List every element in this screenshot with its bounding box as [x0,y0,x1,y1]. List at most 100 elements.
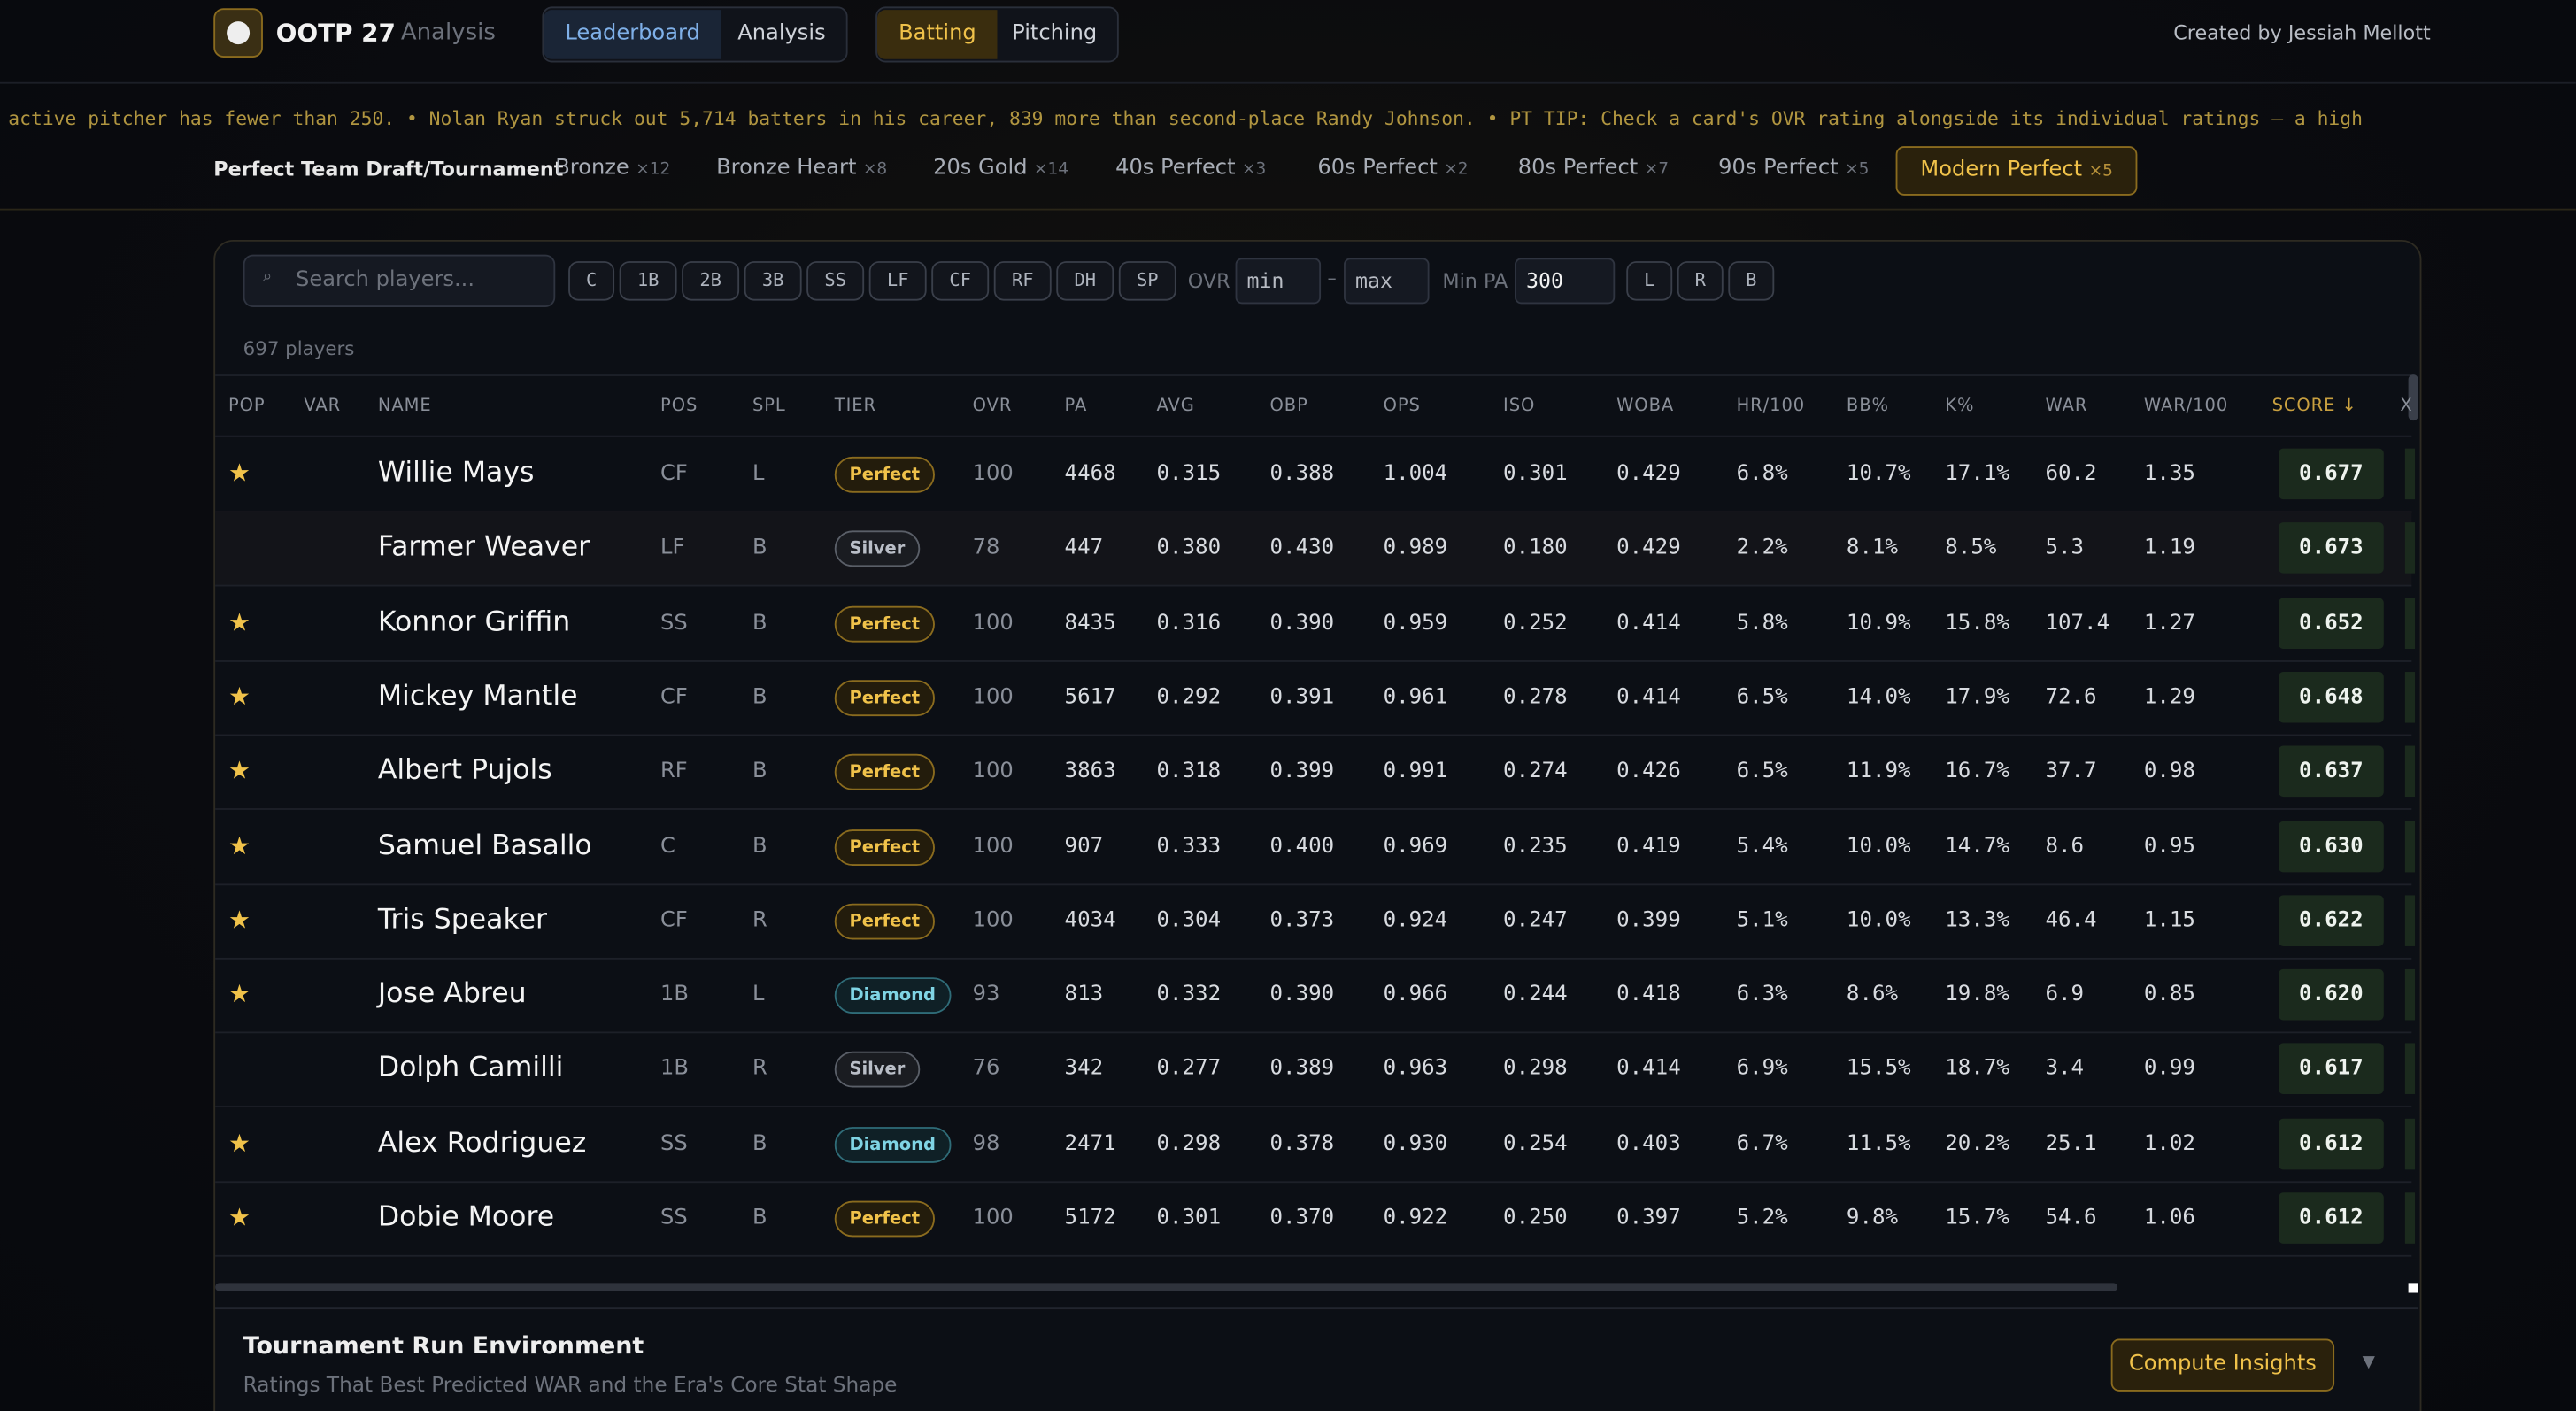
column-header[interactable]: ISO [1503,396,1536,416]
h-scrollbar[interactable] [215,1283,2118,1291]
column-header[interactable]: OBP [1269,396,1308,416]
stat-cell: 1.29 [2143,684,2195,710]
position-filter[interactable]: C [568,261,615,301]
search-box[interactable]: ⌕ Search players... [243,254,556,308]
stat-cell: 0.390 [1269,610,1335,636]
column-header[interactable]: POS [660,396,698,416]
column-header[interactable]: SCORE ↓ [2271,396,2357,416]
stat-cell: 0.418 [1616,982,1681,1007]
position-filter[interactable]: 2B [682,261,740,301]
position-filter[interactable]: SS [806,261,865,301]
stat-cell: B [752,536,767,561]
hand-filter[interactable]: R [1677,261,1724,301]
tier-tab[interactable]: 20s Gold ×14 [933,146,1068,192]
column-header[interactable]: HR/100 [1736,396,1806,416]
tier-tab[interactable]: Bronze Heart ×8 [716,146,887,192]
column-header[interactable]: WOBA [1616,396,1675,416]
stat-cell: 1.35 [2143,461,2195,487]
tier-badge: Silver [834,530,921,567]
collapse-icon[interactable]: ▼ [2362,1353,2375,1372]
column-header[interactable]: K% [1945,396,1975,416]
input[interactable]: min [1235,258,1322,305]
column-header[interactable]: NAME [377,396,432,416]
player-row[interactable]: Farmer Weaver LF B Silver 78 447 0.380 0.430 0.9… [215,511,2416,588]
position-filter[interactable]: 3B [744,261,802,301]
tier-tab[interactable]: 40s Perfect ×3 [1115,146,1266,192]
position-filter[interactable]: SP [1118,261,1176,301]
tier-tab[interactable]: Modern Perfect ×5 [1895,146,2138,196]
input[interactable]: max [1344,258,1430,305]
stat-cell: 37.7 [2045,759,2097,784]
divider [215,1307,2418,1310]
column-header[interactable]: WAR/100 [2143,396,2229,416]
position-filter[interactable]: LF [868,261,927,301]
nav-tab[interactable]: Leaderboard [544,10,721,59]
tier-tab[interactable]: Bronze ×12 [555,146,670,192]
player-row[interactable]: ★ Samuel Basallo C B Perfect 100 907 0.333 0.400… [215,809,2416,885]
stat-cell: 1.02 [2143,1131,2195,1156]
input[interactable]: 300 [1515,258,1616,305]
compute-button[interactable]: Compute Insights [2110,1338,2335,1392]
nav-tab[interactable]: Analysis [737,21,826,46]
table-fade [215,1258,2418,1308]
player-row[interactable]: ★ Alex Rodriguez SS B Diamond 98 2471 0.298 0.37… [215,1106,2416,1183]
position-filter[interactable]: CF [931,261,990,301]
tab-name: Bronze [555,156,629,181]
tab-name: 80s Perfect [1517,156,1639,181]
hand-filter[interactable]: L [1626,261,1673,301]
stat-cell: 0.274 [1503,759,1568,784]
column-header[interactable]: OPS [1383,396,1421,416]
stat-cell: 6.3% [1736,982,1788,1007]
tier-tab[interactable]: 90s Perfect ×5 [1718,146,1869,192]
score-badge: 0.630 [2278,820,2384,872]
player-row[interactable]: Dolph Camilli 1B R Silver 76 342 0.277 0.389 0.9… [215,1032,2416,1108]
column-header[interactable]: SPL [752,396,786,416]
column-header[interactable]: OVR [972,396,1013,416]
player-row[interactable]: ★ Mickey Mantle CF B Perfect 100 5617 0.292 0.39… [215,660,2416,736]
stat-cell: 0.180 [1503,536,1568,561]
popular-star: ★ [228,458,251,489]
column-header[interactable]: VAR [304,396,342,416]
player-row[interactable]: ★ Konnor Griffin SS B Perfect 100 8435 0.316 0.3… [215,586,2416,662]
position-filter[interactable]: RF [993,261,1052,301]
score-badge: 0.673 [2278,522,2384,574]
player-name: Jose Abreu [377,977,527,1011]
popular-star: ★ [228,830,251,860]
player-name: Willie Mays [377,456,535,490]
stat-cell: 907 [1064,833,1104,859]
hand-filter[interactable]: B [1728,261,1775,301]
column-header[interactable]: X [2400,396,2413,416]
player-row[interactable]: ★ Willie Mays CF L Perfect 100 4468 0.315 0.388 1… [215,437,2416,513]
stat-cell: 6.5% [1736,759,1788,784]
v-scrollbar[interactable] [2408,374,2418,421]
column-header[interactable]: BB% [1846,396,1889,416]
tab-name: Bronze Heart [716,156,857,181]
column-header[interactable]: AVG [1156,396,1195,416]
stat-cell: RF [660,759,688,784]
tier-tab[interactable]: 60s Perfect ×2 [1317,146,1468,192]
position-filter[interactable]: DH [1056,261,1114,301]
tab-name: 60s Perfect [1317,156,1438,181]
player-row[interactable]: ★ Tris Speaker CF R Perfect 100 4034 0.304 0.373… [215,883,2416,960]
player-row[interactable]: ★ Albert Pujols RF B Perfect 100 3863 0.318 0.39… [215,735,2416,811]
popular-star: ★ [228,756,251,786]
stat-cell: 0.316 [1156,610,1222,636]
column-header[interactable]: POP [228,396,266,416]
stat-cell: 0.298 [1503,1057,1568,1082]
stat-cell: B [752,610,767,636]
stat-cell: 342 [1064,1057,1104,1082]
player-row[interactable]: ★ Jose Abreu 1B L Diamond 93 813 0.332 0.390 0.96… [215,958,2416,1034]
position-filter[interactable]: 1B [619,261,677,301]
stat-cell: 0.400 [1269,833,1335,859]
column-header[interactable]: WAR [2045,396,2088,416]
column-header[interactable]: PA [1064,396,1088,416]
column-header[interactable]: TIER [834,396,876,416]
score-badge: 0.617 [2278,1044,2384,1095]
mode-tab[interactable]: Pitching [1012,21,1098,46]
stat-cell: 0.298 [1156,1131,1222,1156]
player-row[interactable]: ★ Dobie Moore SS B Perfect 100 5172 0.301 0.370 0… [215,1181,2416,1257]
mode-tab[interactable]: Batting [876,10,998,59]
tier-tab[interactable]: 80s Perfect ×7 [1518,146,1669,192]
stat-cell: 15.8% [1945,610,2009,636]
